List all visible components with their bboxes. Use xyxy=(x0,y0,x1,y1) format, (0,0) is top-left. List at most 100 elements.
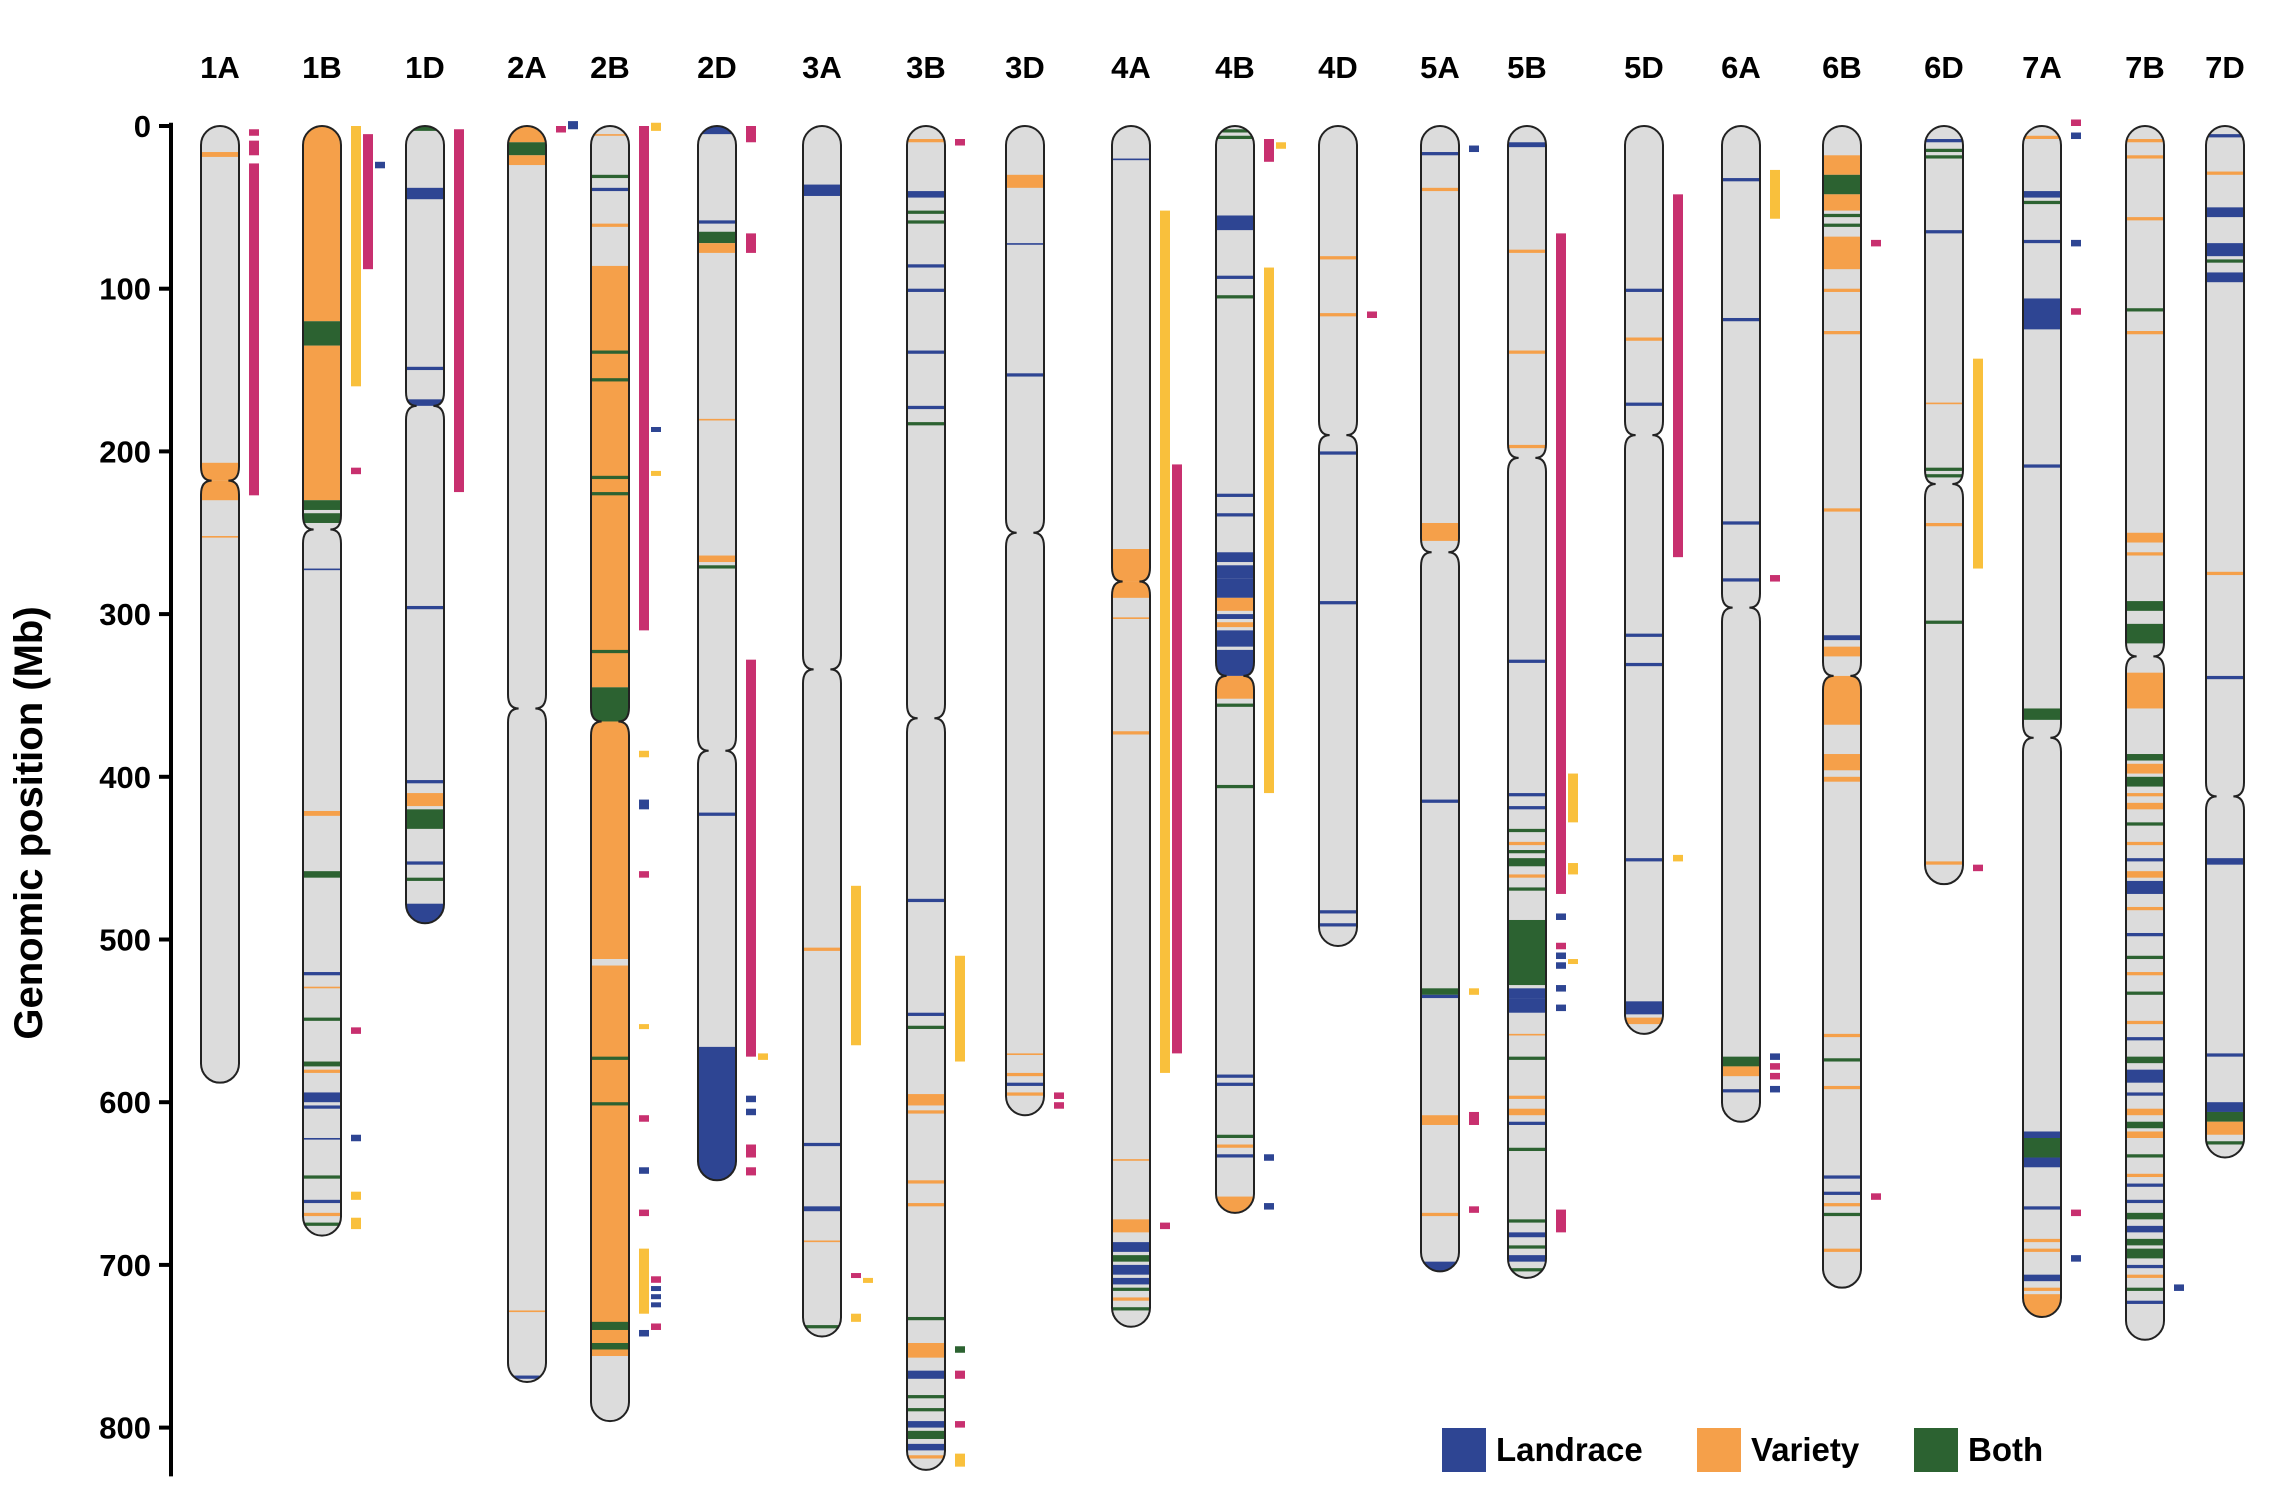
side-marker-blue xyxy=(1770,1053,1780,1060)
band-group xyxy=(2206,134,2244,1145)
side-marker-blue xyxy=(351,1134,361,1142)
band-variety xyxy=(1823,1248,1861,1252)
band-variety xyxy=(1006,1092,1044,1096)
band-landrace xyxy=(1508,998,1546,1013)
chromosome-body xyxy=(1508,126,1546,1278)
band-landrace xyxy=(1508,142,1546,148)
band-variety xyxy=(2126,672,2164,709)
band-landrace xyxy=(1625,633,1663,637)
band-variety xyxy=(2126,552,2164,556)
band-landrace xyxy=(1216,275,1254,279)
band-variety xyxy=(907,139,945,143)
band-variety xyxy=(1625,1017,1663,1025)
legend: Landrace Variety Both xyxy=(1442,1428,2043,1472)
band-landrace xyxy=(303,1105,341,1109)
chromosome-label: 4B xyxy=(1215,50,1255,85)
side-marker-magenta xyxy=(454,129,464,493)
band-landrace xyxy=(1006,373,1044,377)
side-marker-blue xyxy=(651,1286,661,1292)
band-both xyxy=(2126,1121,2164,1129)
chromosome-label: 6D xyxy=(1924,50,1964,85)
band-landrace xyxy=(1112,1264,1150,1275)
band-group xyxy=(1006,174,1044,1096)
chromosome-7a: 7A xyxy=(2022,50,2081,1318)
band-both xyxy=(907,1316,945,1321)
side-marker-blue xyxy=(1264,1154,1274,1161)
band-landrace xyxy=(2023,239,2061,244)
side-marker-magenta xyxy=(249,140,259,156)
band-landrace xyxy=(2023,1131,2061,1138)
side-marker-magenta xyxy=(1367,311,1377,318)
side-marker-magenta xyxy=(351,1027,361,1034)
side-marker-magenta xyxy=(1770,1063,1780,1070)
chromosome-body xyxy=(2206,126,2244,1158)
band-landrace xyxy=(698,812,736,816)
band-both xyxy=(1823,174,1861,195)
chromosome-label: 2D xyxy=(697,50,737,85)
chromosome-7b: 7B xyxy=(2125,50,2184,1341)
band-variety xyxy=(2126,972,2164,976)
band-landrace xyxy=(907,1421,945,1428)
band-both xyxy=(1112,1287,1150,1291)
band-variety xyxy=(1625,337,1663,341)
chromosome-outline xyxy=(2022,125,2062,1318)
band-variety xyxy=(1112,549,1150,582)
band-landrace xyxy=(2206,858,2244,865)
band-both xyxy=(508,142,546,156)
chromosome-outline xyxy=(1721,125,1761,1123)
band-landrace xyxy=(1508,806,1546,810)
band-variety xyxy=(201,462,239,481)
side-marker-yellow xyxy=(955,1453,965,1467)
chromosome-outline xyxy=(2125,125,2165,1341)
band-landrace xyxy=(508,1375,546,1379)
band-landrace xyxy=(1508,1255,1546,1262)
legend-swatch xyxy=(1914,1428,1958,1472)
band-landrace xyxy=(698,1046,736,1181)
side-marker-magenta xyxy=(1871,239,1881,247)
band-landrace xyxy=(803,1206,841,1212)
chromosome-2b: 2B xyxy=(590,50,661,1423)
chromosome-1d: 1D xyxy=(405,50,464,925)
chromosome-body xyxy=(2023,126,2061,1317)
chromosome-label: 5D xyxy=(1624,50,1664,85)
band-both xyxy=(803,1325,841,1329)
band-both xyxy=(2023,708,2061,720)
legend-label: Both xyxy=(1968,1431,2043,1468)
band-both xyxy=(907,422,945,426)
band-group xyxy=(406,126,444,924)
band-both xyxy=(591,475,629,480)
side-marker-yellow xyxy=(1160,210,1170,1073)
side-marker-yellow xyxy=(639,1248,649,1314)
side-marker-magenta xyxy=(639,1209,649,1217)
band-variety xyxy=(1823,331,1861,335)
band-variety xyxy=(1508,444,1546,449)
band-landrace xyxy=(2126,1069,2164,1083)
chromosome-set: 1A 1B 1D 2A 2B 2D 3A 3B 3D 4A 4B 4D 5A 5B 5D 6A 6B 6D 7A 7B… xyxy=(200,50,2245,1471)
band-variety xyxy=(1823,155,1861,175)
band-landrace xyxy=(303,972,341,976)
side-marker-magenta xyxy=(1264,139,1274,162)
band-variety xyxy=(2126,841,2164,846)
chromosome-outline xyxy=(590,125,630,1423)
band-both xyxy=(2206,1111,2244,1122)
side-marker-blue xyxy=(1556,985,1566,992)
band-variety xyxy=(2126,155,2164,159)
band-both xyxy=(303,871,341,878)
chromosome-body xyxy=(1319,126,1357,947)
band-group xyxy=(698,126,736,1181)
side-marker-yellow xyxy=(1973,358,1983,569)
chromosome-body xyxy=(508,126,546,1383)
band-both xyxy=(591,174,629,179)
band-both xyxy=(1722,1056,1760,1067)
band-variety xyxy=(1216,1196,1254,1213)
side-marker-magenta xyxy=(639,1115,649,1122)
side-marker-yellow xyxy=(639,750,649,758)
legend-item-both: Both xyxy=(1914,1428,2043,1472)
band-landrace xyxy=(406,399,444,406)
band-variety xyxy=(1823,236,1861,270)
band-group xyxy=(1823,155,1861,1252)
band-variety xyxy=(907,1455,945,1459)
side-marker-blue xyxy=(746,1108,756,1116)
band-landrace xyxy=(2023,298,2061,330)
